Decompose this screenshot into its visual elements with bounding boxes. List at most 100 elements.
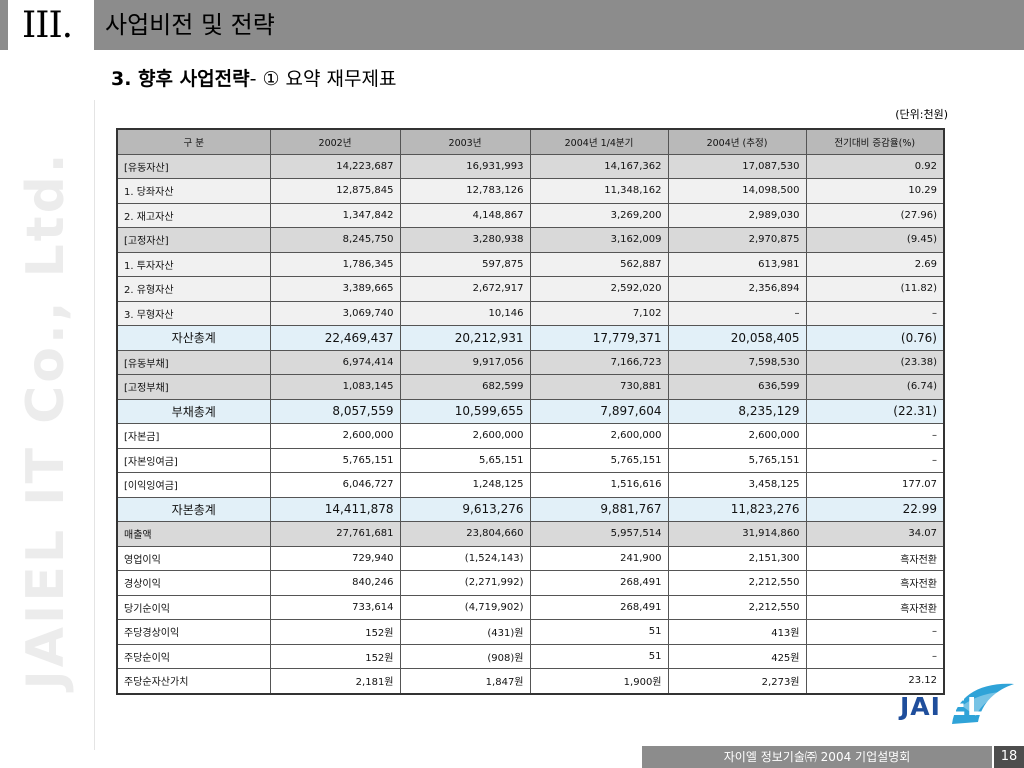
unit-note: (단위:천원) [895, 108, 948, 121]
value-cell: – [805, 447, 945, 473]
total-row: 자본총계 14,411,878 9,613,276 9,881,767 11,823,2… [116, 496, 945, 522]
logo-swoosh-icon [952, 683, 1014, 724]
value-cell: 3,162,009 [529, 227, 669, 253]
value-cell: 흑자전환 [805, 594, 945, 620]
table-row: 주당순자산가치 2,181원 1,847원 1,900원 2,273원 23.12 [116, 668, 945, 694]
value-cell: 27,761,681 [269, 521, 401, 547]
subtitle-rest: - ① 요약 재무제표 [249, 68, 397, 90]
value-cell: 11,823,276 [667, 496, 807, 522]
value-cell: 5,765,151 [667, 447, 807, 473]
value-cell: 2,212,550 [667, 594, 807, 620]
row-label: [유동자산] [116, 153, 271, 179]
table-row: [이익잉여금] 6,046,727 1,248,125 1,516,616 3,458,… [116, 472, 945, 498]
value-cell: 1,347,842 [269, 202, 401, 228]
table-row: 매출액 27,761,681 23,804,660 5,957,514 31,914,8… [116, 521, 945, 547]
page-title: 사업비전 및 전략 [105, 11, 275, 39]
value-cell: (27.96) [805, 202, 945, 228]
value-cell: 20,212,931 [399, 325, 531, 351]
row-label: 1. 당좌자산 [116, 178, 271, 204]
value-cell: 23.12 [805, 668, 945, 694]
value-cell: 12,783,126 [399, 178, 531, 204]
value-cell: (6.74) [805, 374, 945, 400]
value-cell: 2,600,000 [529, 423, 669, 449]
value-cell: 2,970,875 [667, 227, 807, 253]
value-cell: 2,356,894 [667, 276, 807, 302]
watermark: JAIEL IT Co., Ltd. [16, 150, 76, 690]
value-cell: 2,181원 [269, 668, 401, 694]
value-cell: 7,102 [529, 300, 669, 326]
value-cell: – [805, 300, 945, 326]
value-cell: 10.29 [805, 178, 945, 204]
value-cell: 177.07 [805, 472, 945, 498]
value-cell: 0.92 [805, 153, 945, 179]
value-cell: 152원 [269, 643, 401, 669]
row-label: 주당경상이익 [116, 619, 271, 645]
value-cell: 22,469,437 [269, 325, 401, 351]
row-label: [이익잉여금] [116, 472, 271, 498]
value-cell: 2,212,550 [667, 570, 807, 596]
row-label: 3. 무형자산 [116, 300, 271, 326]
subtitle-bold: 3. 향후 사업전략 [111, 68, 250, 90]
value-cell: 흑자전환 [805, 570, 945, 596]
value-cell: 3,458,125 [667, 472, 807, 498]
table-row: [유동자산] 14,223,687 16,931,993 14,167,362 17,0… [116, 153, 945, 179]
table-row: [유동부채] 6,974,414 9,917,056 7,166,723 7,598,5… [116, 349, 945, 375]
table-row: 1. 투자자산 1,786,345 597,875 562,887 613,981 2.6… [116, 251, 945, 277]
value-cell: 14,411,878 [269, 496, 401, 522]
table-row: 주당순이익 152원 (908)원 51 425원 – [116, 643, 945, 669]
value-cell: 9,613,276 [399, 496, 531, 522]
value-cell: 17,779,371 [529, 325, 669, 351]
value-cell: 6,974,414 [269, 349, 401, 375]
value-cell: 425원 [667, 643, 807, 669]
value-cell: 2,672,917 [399, 276, 531, 302]
value-cell: 2.69 [805, 251, 945, 277]
value-cell: 2,151,300 [667, 545, 807, 571]
value-cell: 9,881,767 [529, 496, 669, 522]
row-label: 2. 재고자산 [116, 202, 271, 228]
value-cell: 7,598,530 [667, 349, 807, 375]
value-cell: 2,592,020 [529, 276, 669, 302]
value-cell: 12,875,845 [269, 178, 401, 204]
section-number: III. [22, 5, 73, 46]
value-cell: 5,65,151 [399, 447, 531, 473]
value-cell: 흑자전환 [805, 545, 945, 571]
value-cell: 268,491 [529, 594, 669, 620]
table-row: 2. 유형자산 3,389,665 2,672,917 2,592,020 2,356,… [116, 276, 945, 302]
logo-text: JAI EL [900, 692, 986, 721]
value-cell: 51 [529, 643, 669, 669]
table-header-row: 구 분 2002년 2003년 2004년 1/4분기 2004년 (추정) 전기대비 증… [116, 128, 945, 155]
value-cell: 840,246 [269, 570, 401, 596]
financial-summary-table: 구 분 2002년 2003년 2004년 1/4분기 2004년 (추정) 전기대비 증… [116, 128, 945, 695]
value-cell: (1,524,143) [399, 545, 531, 571]
value-cell: 1,083,145 [269, 374, 401, 400]
value-cell: 2,600,000 [667, 423, 807, 449]
value-cell: 268,491 [529, 570, 669, 596]
value-cell: 3,069,740 [269, 300, 401, 326]
value-cell: 562,887 [529, 251, 669, 277]
value-cell: 1,786,345 [269, 251, 401, 277]
row-label: 주당순이익 [116, 643, 271, 669]
value-cell: (23.38) [805, 349, 945, 375]
row-label: 영업이익 [116, 545, 271, 571]
value-cell: 7,166,723 [529, 349, 669, 375]
value-cell: 6,046,727 [269, 472, 401, 498]
row-label: 경상이익 [116, 570, 271, 596]
value-cell: 636,599 [667, 374, 807, 400]
table-row: 당기순이익 733,614 (4,719,902) 268,491 2,212,550 흑… [116, 594, 945, 620]
value-cell: 5,957,514 [529, 521, 669, 547]
value-cell: (2,271,992) [399, 570, 531, 596]
row-label: 당기순이익 [116, 594, 271, 620]
table-row: 2. 재고자산 1,347,842 4,148,867 3,269,200 2,989,… [116, 202, 945, 228]
row-label: [자본금] [116, 423, 271, 449]
logo-text-jai: JAI [900, 692, 941, 721]
logo-text-el: EL [948, 692, 984, 721]
value-cell: 14,098,500 [667, 178, 807, 204]
row-label: 2. 유형자산 [116, 276, 271, 302]
value-cell: 3,269,200 [529, 202, 669, 228]
jaiel-logo: JAI EL [900, 676, 1018, 732]
value-cell: 5,765,151 [529, 447, 669, 473]
column-header: 2002년 [269, 128, 401, 155]
title-bar: III. 사업비전 및 전략 [0, 0, 1024, 50]
table-row: 1. 당좌자산 12,875,845 12,783,126 11,348,162 14,… [116, 178, 945, 204]
value-cell: 8,245,750 [269, 227, 401, 253]
